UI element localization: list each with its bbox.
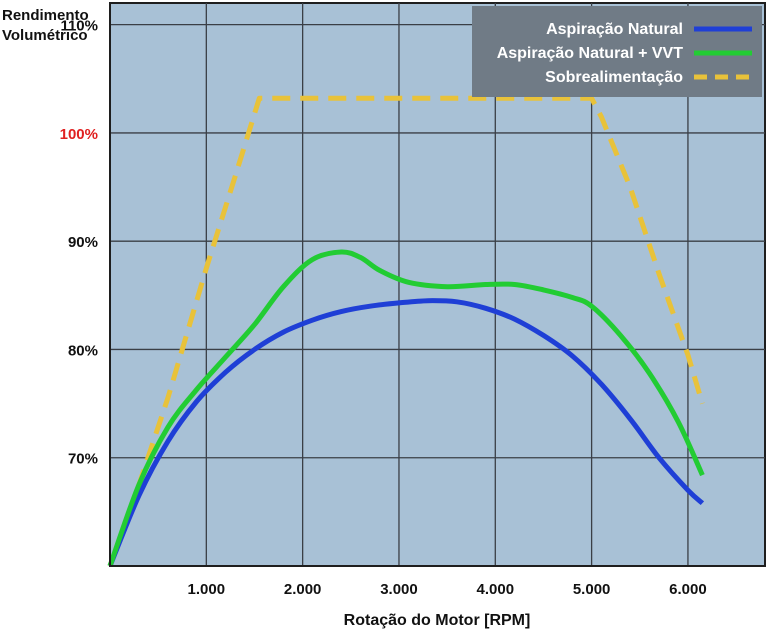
legend-label-1: Aspiração Natural + VVT xyxy=(497,45,684,62)
x-tick-label-0: 1.000 xyxy=(188,581,226,598)
legend-label-0: Aspiração Natural xyxy=(546,21,683,38)
x-tick-label-4: 5.000 xyxy=(573,581,611,598)
axes xyxy=(109,3,765,567)
series-line-2 xyxy=(107,95,705,567)
y-tick-label-2: 90% xyxy=(68,234,98,251)
series-lines xyxy=(107,95,705,567)
x-tick-label-2: 3.000 xyxy=(380,581,418,598)
y-axis-label-line-1: Rendimento xyxy=(2,7,89,24)
x-tick-label-3: 4.000 xyxy=(477,581,515,598)
x-tick-labels: 1.000 2.000 3.000 4.000 5.000 6.000 xyxy=(188,581,707,598)
series-line-1 xyxy=(107,249,705,567)
y-tick-label-0: 70% xyxy=(68,451,98,468)
legend-label-2: Sobrealimentação xyxy=(545,69,683,86)
y-tick-label-1: 80% xyxy=(68,342,98,359)
series-line-0 xyxy=(107,298,705,567)
legend: Aspiração Natural Aspiração Natural + VVT… xyxy=(472,6,762,97)
y-tick-label-3: 100% xyxy=(60,126,98,143)
x-tick-label-1: 2.000 xyxy=(284,581,322,598)
y-tick-labels: 70% 80% 90% 100% 110% xyxy=(60,18,98,468)
x-tick-label-5: 6.000 xyxy=(669,581,707,598)
x-axis-label: Rotação do Motor [RPM] xyxy=(344,612,531,629)
y-axis-label-line-2: Volumétrico xyxy=(2,27,88,44)
y-tick-label-4: 110% xyxy=(60,18,98,35)
